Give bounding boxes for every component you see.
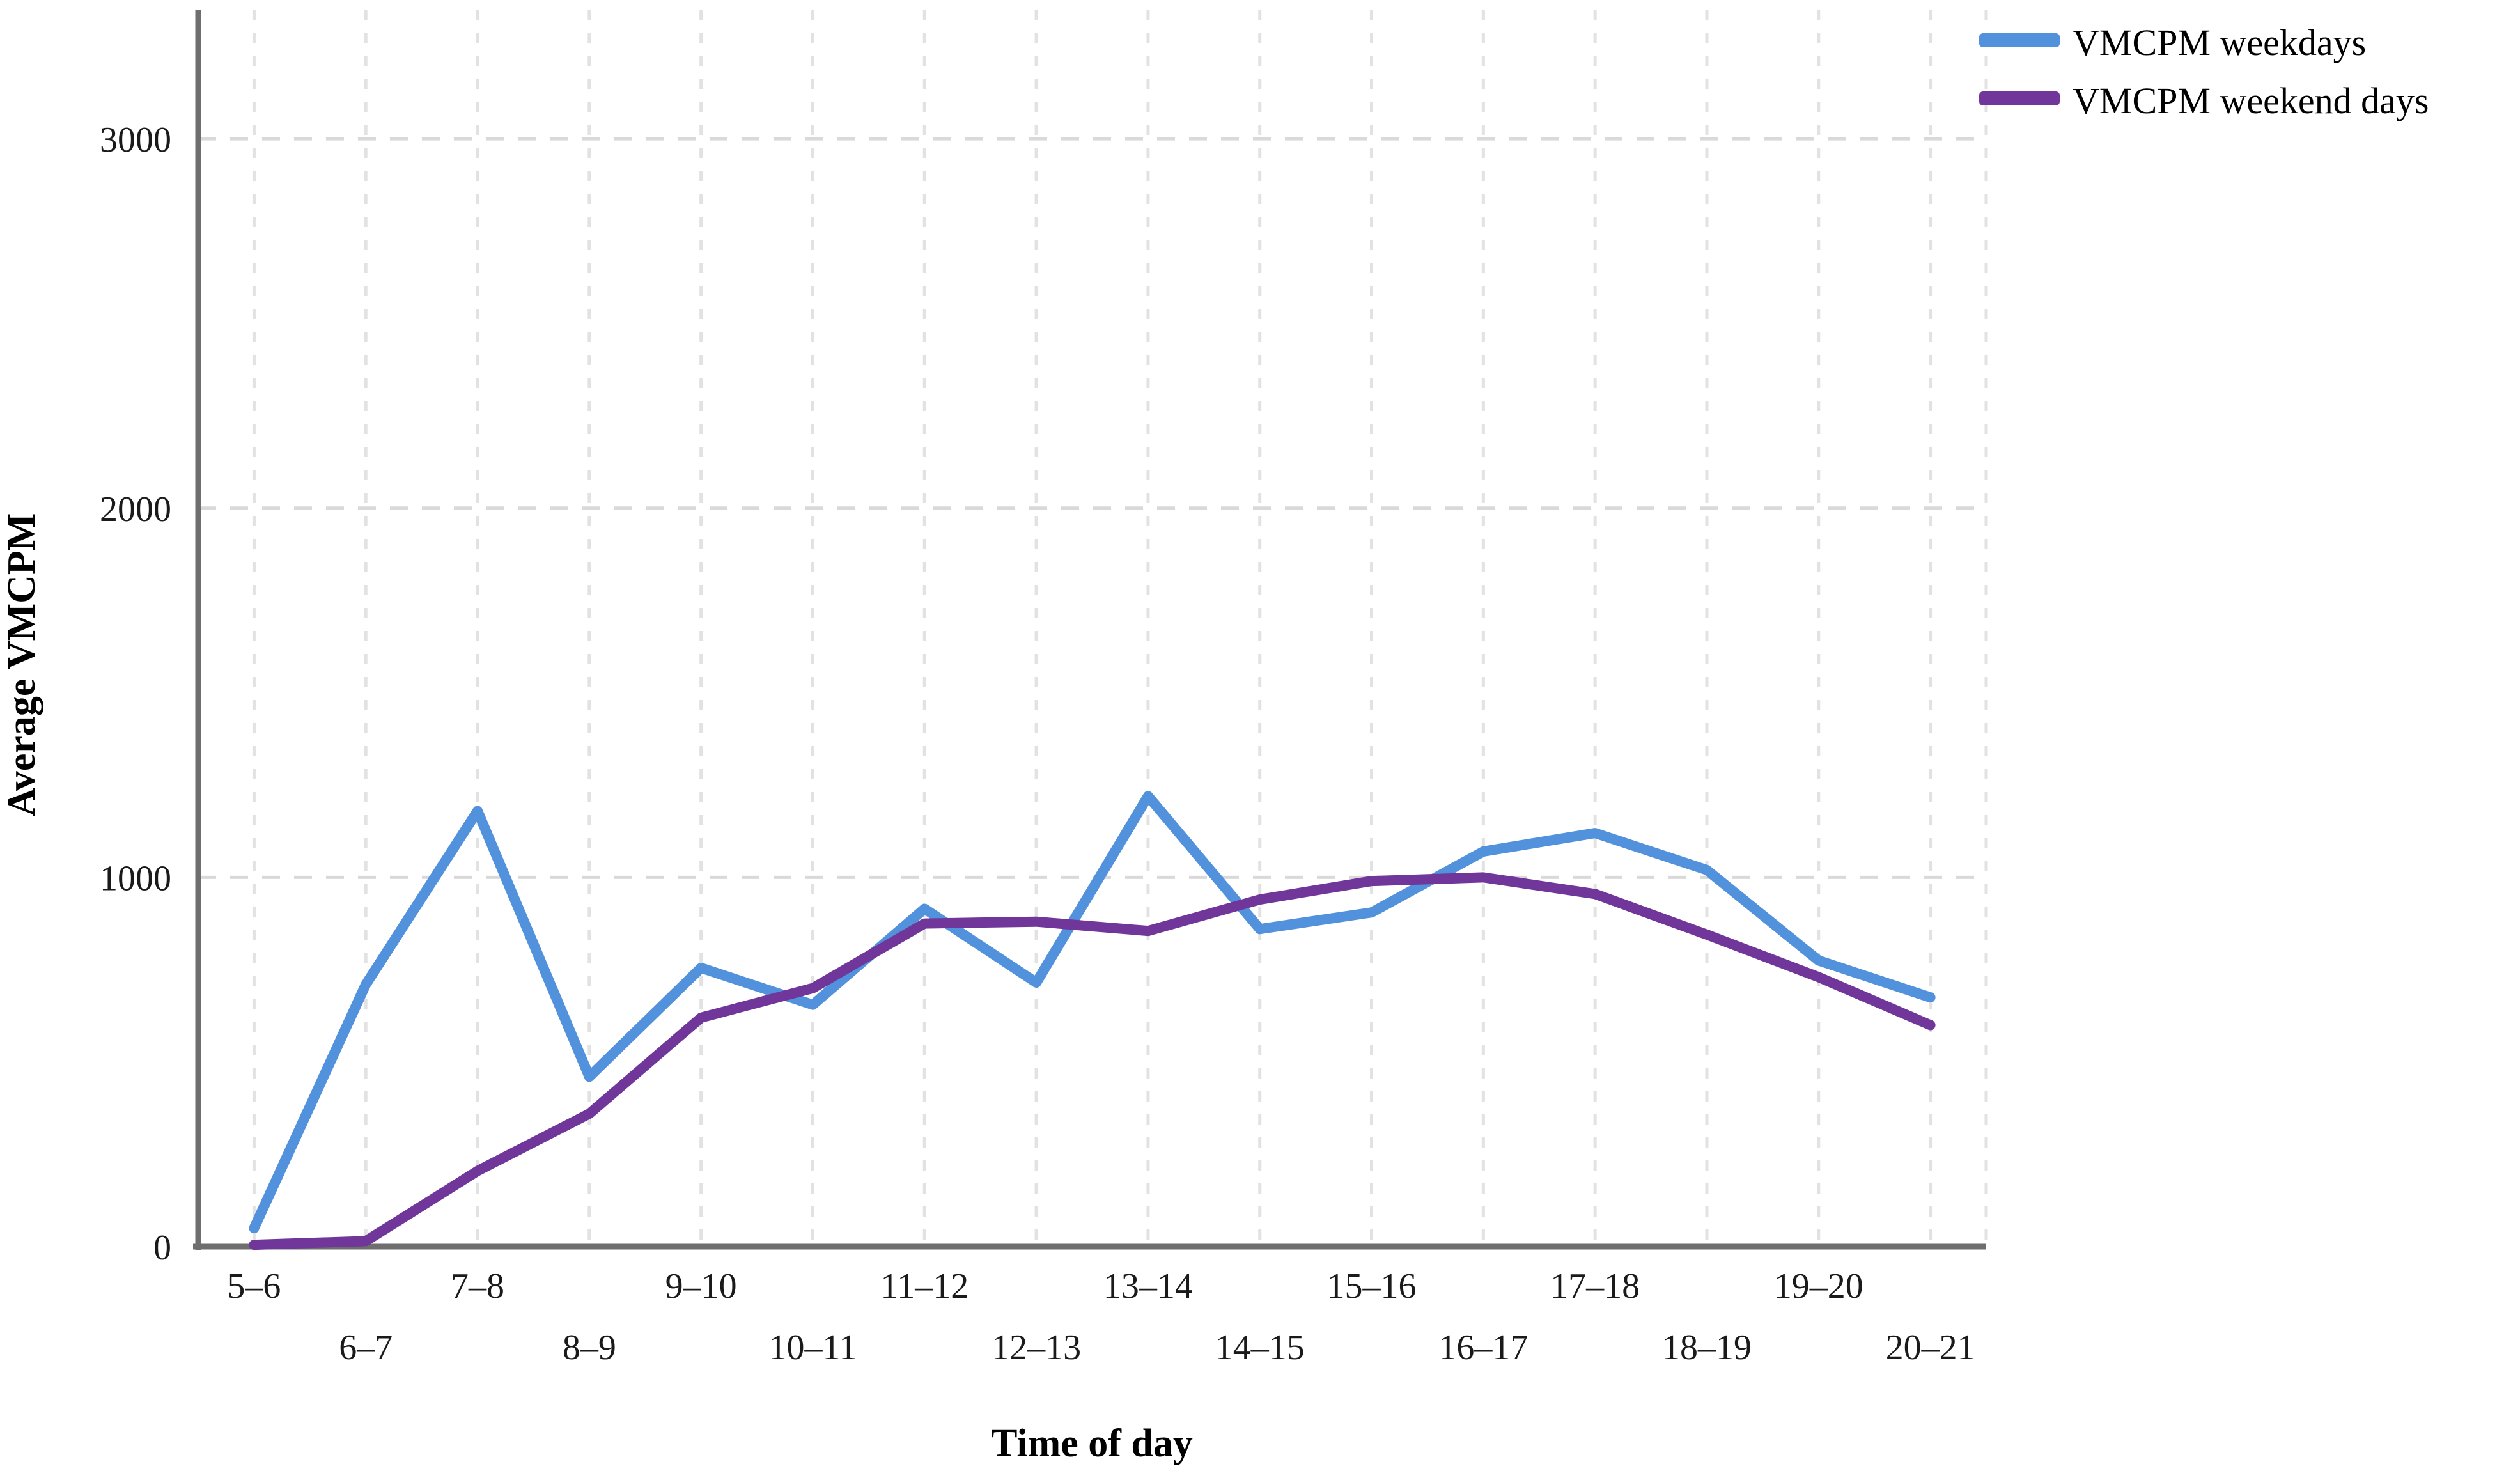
y-tick-labels: 0 1000 2000 3000 xyxy=(100,120,171,1268)
x-tick-label: 17–18 xyxy=(1550,1266,1640,1306)
legend-label-weekdays: VMCPM weekdays xyxy=(2073,22,2366,63)
x-tick-label: 18–19 xyxy=(1662,1328,1752,1367)
legend-swatch-weekend-days xyxy=(1979,91,2060,105)
x-tick-label: 10–11 xyxy=(769,1328,857,1367)
x-tick-label: 5–6 xyxy=(227,1266,281,1306)
x-tick-label: 15–16 xyxy=(1327,1266,1417,1306)
weekdays-line xyxy=(249,791,1936,1234)
x-tick-label: 9–10 xyxy=(665,1266,737,1306)
axes xyxy=(193,10,1986,1250)
x-tick-label: 12–13 xyxy=(992,1328,1081,1367)
x-tick-label: 19–20 xyxy=(1774,1266,1863,1306)
y-tick-label: 3000 xyxy=(100,120,171,160)
data-series xyxy=(249,791,1936,1250)
horizontal-gridlines xyxy=(198,137,1986,879)
x-axis-title: Time of day xyxy=(991,1422,1193,1465)
x-tick-label: 16–17 xyxy=(1438,1328,1528,1367)
weekend-days-line xyxy=(249,872,1936,1250)
x-tick-label: 11–12 xyxy=(880,1266,968,1306)
x-tick-label: 14–15 xyxy=(1215,1328,1305,1367)
legend: VMCPM weekdays VMCPM weekend days xyxy=(1979,22,2429,121)
legend-label-weekend-days: VMCPM weekend days xyxy=(2073,80,2429,121)
y-axis-title: Average VMCPM xyxy=(0,513,43,817)
y-tick-label: 0 xyxy=(153,1228,171,1268)
x-tick-label: 6–7 xyxy=(339,1328,393,1367)
y-tick-label: 1000 xyxy=(100,859,171,898)
y-tick-label: 2000 xyxy=(100,490,171,529)
x-tick-labels: 5–6 6–7 7–8 8–9 9–10 10–11 11–12 12–13 13–14 14–1… xyxy=(227,1266,1975,1367)
x-tick-label: 7–8 xyxy=(451,1266,504,1306)
x-tick-label: 8–9 xyxy=(563,1328,616,1367)
x-tick-label: 13–14 xyxy=(1103,1266,1193,1306)
vertical-gridlines xyxy=(252,10,1988,1247)
x-tick-label: 20–21 xyxy=(1886,1328,1975,1367)
legend-swatch-weekdays xyxy=(1979,33,2060,47)
